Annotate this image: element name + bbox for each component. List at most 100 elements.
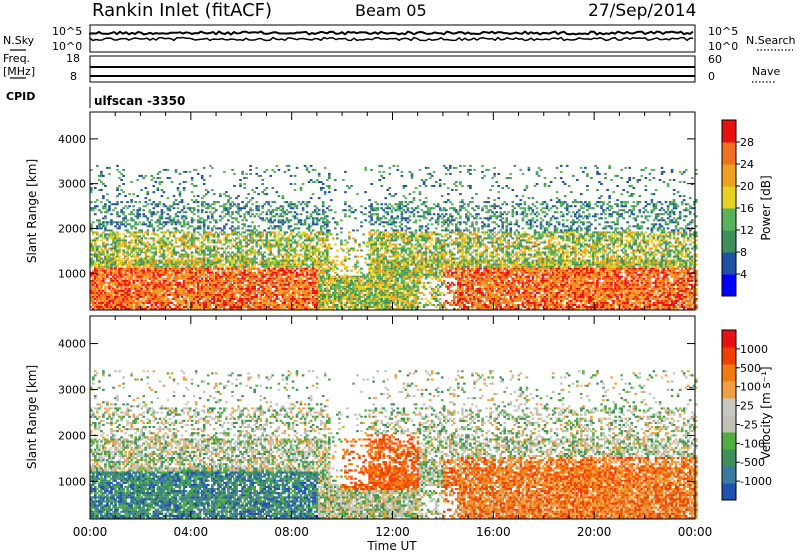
echo-cell — [108, 247, 111, 250]
echo-cell — [317, 197, 321, 200]
echo-cell — [142, 293, 145, 296]
echo-cell — [94, 291, 97, 294]
echo-cell — [237, 195, 240, 198]
echo-cell — [118, 295, 121, 298]
echo-cell — [136, 235, 139, 238]
echo-cell — [118, 170, 121, 173]
echo-cell — [144, 259, 148, 262]
echo-cell — [227, 245, 230, 248]
echo-cell — [326, 287, 329, 290]
echo-cell — [172, 308, 176, 310]
echo-cell — [188, 291, 192, 294]
echo-cell — [116, 239, 119, 242]
echo-cell — [299, 277, 303, 280]
echo-cell — [122, 245, 125, 248]
echo-cell — [184, 215, 188, 218]
echo-cell — [136, 237, 139, 240]
echo-cell — [98, 273, 101, 276]
echo-cell — [346, 251, 349, 254]
echo-cell — [144, 271, 148, 274]
echo-cell — [370, 168, 373, 171]
echo-cell — [146, 271, 150, 274]
echo-cell — [136, 255, 139, 258]
echo-cell — [309, 215, 313, 218]
echo-cell — [209, 245, 212, 248]
echo-cell — [317, 209, 321, 212]
echo-cell — [186, 263, 190, 266]
echo-cell — [100, 201, 103, 204]
echo-cell — [348, 249, 351, 252]
echo-cell — [130, 299, 133, 302]
echo-cell — [138, 265, 141, 268]
echo-cell — [130, 306, 133, 308]
echo-cell — [269, 213, 273, 216]
echo-cell — [317, 281, 321, 284]
echo-cell — [297, 295, 301, 298]
echo-cell — [285, 209, 289, 212]
echo-cell — [281, 205, 285, 208]
echo-cell — [299, 237, 303, 240]
echo-cell — [182, 273, 186, 276]
echo-cell — [162, 293, 166, 296]
echo-cell — [223, 205, 226, 208]
echo-cell — [106, 209, 109, 212]
echo-cell — [251, 237, 254, 240]
echo-cell — [92, 285, 95, 288]
echo-cell — [102, 221, 105, 224]
echo-cell — [174, 275, 178, 278]
echo-cell — [309, 197, 313, 200]
echo-cell — [209, 251, 212, 254]
echo-cell — [120, 285, 123, 288]
echo-cell — [188, 293, 192, 296]
echo-cell — [180, 291, 184, 294]
echo-cell — [267, 306, 271, 308]
echo-cell — [104, 281, 107, 284]
echo-cell — [287, 289, 291, 292]
echo-cell — [126, 285, 129, 288]
echo-cell — [372, 251, 375, 254]
echo-cell — [184, 267, 188, 270]
echo-cell — [269, 233, 273, 236]
echo-cell — [162, 279, 166, 282]
echo-cell — [330, 263, 333, 266]
echo-cell — [146, 225, 150, 228]
echo-cell — [323, 217, 327, 220]
echo-cell — [164, 249, 168, 252]
echo-cell — [188, 306, 192, 308]
echo-cell — [198, 233, 202, 236]
echo-cell — [146, 267, 150, 270]
echo-cell — [190, 191, 194, 194]
echo-cell — [118, 271, 121, 274]
echo-cell — [124, 271, 127, 274]
echo-cell — [176, 219, 180, 222]
echo-cell — [178, 193, 182, 196]
echo-cell — [112, 233, 115, 236]
echo-cell — [174, 297, 178, 300]
echo-cell — [168, 299, 172, 302]
echo-cell — [168, 287, 172, 290]
echo-cell — [116, 243, 119, 246]
echo-cell — [257, 209, 260, 212]
echo-cell — [94, 297, 97, 300]
echo-cell — [346, 269, 349, 272]
echo-cell — [124, 273, 127, 276]
echo-cell — [140, 273, 143, 276]
echo-cell — [120, 291, 123, 294]
echo-cell — [202, 227, 206, 230]
echo-cell — [156, 295, 160, 298]
echo-cell — [350, 185, 353, 187]
echo-cell — [231, 168, 234, 171]
echo-cell — [148, 267, 152, 270]
echo-cell — [277, 231, 281, 234]
echo-cell — [90, 281, 93, 284]
echo-cell — [233, 285, 236, 288]
echo-cell — [233, 293, 236, 296]
echo-cell — [172, 253, 176, 256]
echo-cell — [116, 189, 119, 191]
echo-cell — [184, 281, 188, 284]
echo-cell — [154, 271, 158, 274]
echo-cell — [148, 265, 152, 268]
echo-cell — [168, 233, 172, 236]
echo-cell — [174, 308, 178, 310]
echo-cell — [168, 285, 172, 288]
